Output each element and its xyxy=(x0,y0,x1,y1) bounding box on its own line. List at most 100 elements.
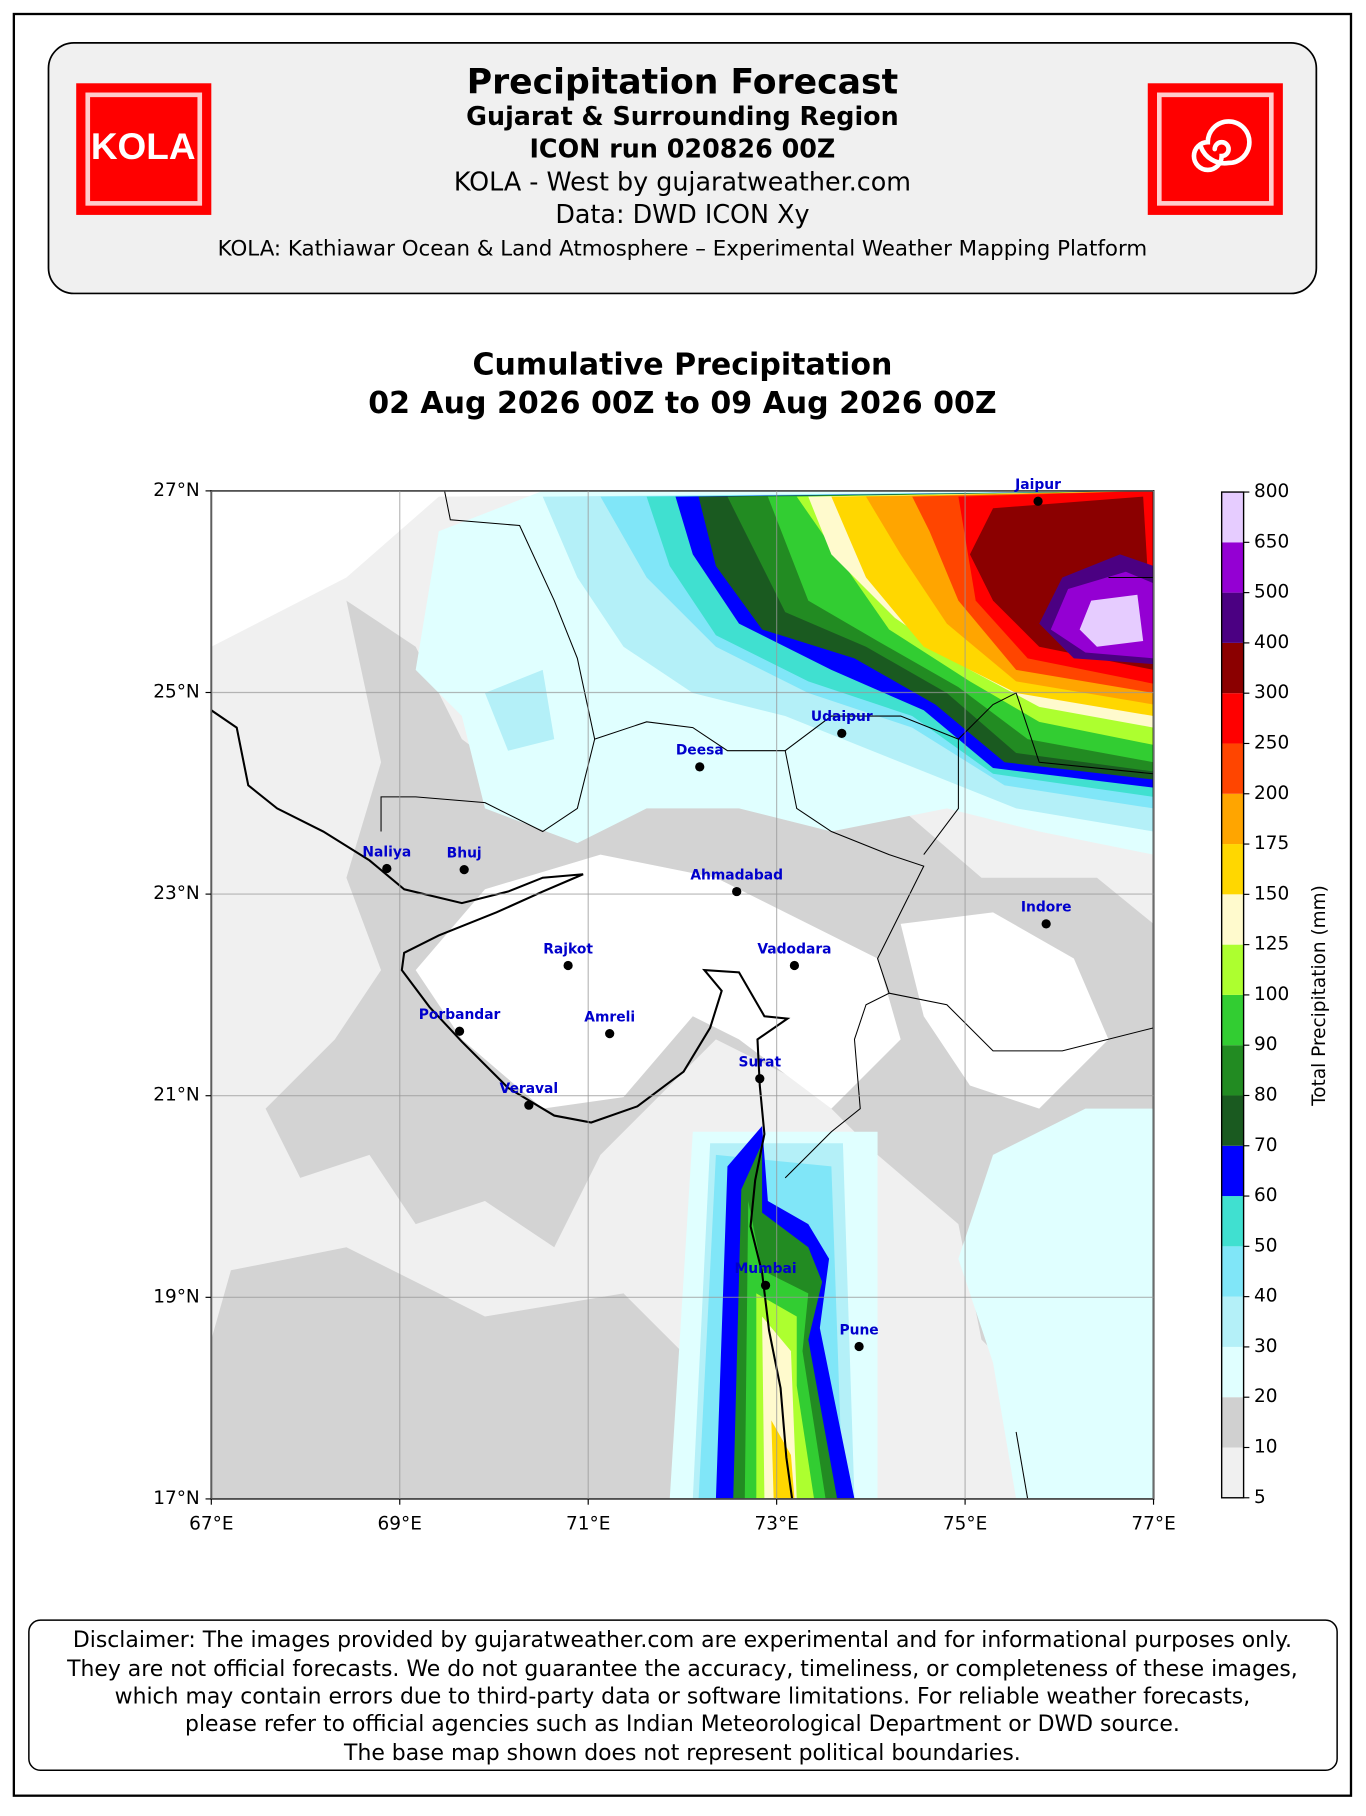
city-label: Bhuj xyxy=(447,845,482,861)
colorbar-swatch xyxy=(1221,1246,1244,1297)
x-tick-label: 69°E xyxy=(378,1513,422,1534)
header-box xyxy=(47,42,1318,295)
colorbar-tick-label: 90 xyxy=(1254,1034,1278,1055)
city-marker xyxy=(755,1074,765,1084)
city-marker xyxy=(563,960,573,971)
city-marker xyxy=(454,1026,465,1036)
x-tick-label: 77°E xyxy=(1131,1513,1175,1534)
city-label: Naliya xyxy=(362,844,411,860)
colorbar-tick-label: 200 xyxy=(1254,783,1289,804)
colorbar-tick-label: 400 xyxy=(1254,632,1289,653)
city-marker xyxy=(732,886,742,897)
colorbar-swatch xyxy=(1221,944,1244,995)
logo-text: KOLA xyxy=(91,126,196,167)
colorbar-tick-label: 40 xyxy=(1254,1286,1278,1307)
logo-left: KOLA xyxy=(76,83,212,215)
city-marker xyxy=(854,1341,864,1352)
y-tick-label: 23°N xyxy=(153,883,200,904)
colorbar-label: Total Precipitation (mm) xyxy=(1309,885,1330,1107)
city-label: Indore xyxy=(1021,900,1072,916)
colorbar-swatch xyxy=(1221,693,1244,744)
colorbar-swatch xyxy=(1221,1145,1244,1197)
colorbar-tick-label: 20 xyxy=(1254,1386,1278,1407)
city-marker xyxy=(605,1028,615,1039)
city-label: Veraval xyxy=(500,1081,559,1097)
colorbar-tick-label: 60 xyxy=(1254,1185,1278,1206)
colorbar-tick-label: 30 xyxy=(1254,1336,1278,1357)
city-label: Porbandar xyxy=(419,1007,501,1023)
colorbar-swatch xyxy=(1221,1296,1244,1347)
disclaimer-line: They are not official forecasts. We do n… xyxy=(66,1657,1298,1682)
colorbar-swatch xyxy=(1221,1346,1244,1398)
x-tick-label: 71°E xyxy=(566,1513,610,1534)
city-marker xyxy=(524,1100,534,1110)
logo-right xyxy=(1147,83,1283,215)
colorbar-tick-label: 175 xyxy=(1254,833,1289,854)
disclaimer-box xyxy=(28,1619,1338,1772)
y-tick-label: 19°N xyxy=(153,1286,200,1307)
colorbar-swatch xyxy=(1221,793,1244,845)
city-marker xyxy=(1033,496,1043,506)
colorbar-swatch xyxy=(1221,492,1244,543)
header-title: Precipitation Forecast xyxy=(467,62,898,102)
header-line: KOLA: Kathiawar Ocean & Land Atmosphere … xyxy=(218,237,1148,262)
colorbar-swatch xyxy=(1221,1447,1244,1498)
colorbar-swatch xyxy=(1221,592,1244,643)
x-tick-label: 73°E xyxy=(754,1513,798,1534)
colorbar-tick-label: 70 xyxy=(1254,1135,1278,1156)
city-marker xyxy=(789,960,800,971)
colorbar-tick-label: 150 xyxy=(1254,883,1289,904)
disclaimer-line: The base map shown does not represent po… xyxy=(343,1741,1021,1766)
map-title: 02 Aug 2026 00Z to 09 Aug 2026 00Z xyxy=(368,386,996,421)
city-label: Amreli xyxy=(584,1009,635,1025)
header-line: ICON run 020826 00Z xyxy=(529,133,835,163)
city-label: Mumbai xyxy=(735,1261,797,1277)
y-tick-label: 21°N xyxy=(153,1085,200,1106)
colorbar-swatch xyxy=(1221,994,1244,1046)
city-label: Jaipur xyxy=(1014,477,1061,493)
city-marker xyxy=(760,1280,771,1290)
colorbar-swatch xyxy=(1221,1397,1244,1448)
x-tick-label: 67°E xyxy=(189,1513,233,1534)
y-tick-label: 17°N xyxy=(153,1488,200,1509)
colorbar-tick-label: 80 xyxy=(1254,1084,1278,1105)
colorbar-tick-label: 650 xyxy=(1254,531,1289,552)
colorbar-tick-label: 800 xyxy=(1254,481,1289,502)
city-label: Deesa xyxy=(676,743,724,759)
colorbar-tick-label: 100 xyxy=(1254,984,1289,1005)
colorbar-swatch xyxy=(1221,743,1244,794)
x-tick-label: 75°E xyxy=(943,1513,987,1534)
y-tick-label: 25°N xyxy=(153,681,200,702)
colorbar-swatch xyxy=(1221,542,1244,593)
city-marker xyxy=(382,863,392,874)
colorbar-swatch xyxy=(1221,642,1244,694)
precip-field xyxy=(211,490,1154,1499)
colorbar-swatch xyxy=(1221,1045,1244,1096)
colorbar-tick-label: 10 xyxy=(1254,1436,1278,1457)
city-marker xyxy=(695,762,705,772)
city-label: Pune xyxy=(839,1322,878,1338)
header-line: Data: DWD ICON Xy xyxy=(555,199,809,229)
city-marker xyxy=(1041,919,1051,929)
colorbar-swatch xyxy=(1221,844,1244,895)
colorbar-tick-label: 250 xyxy=(1254,732,1289,753)
header-line: KOLA - West by gujaratweather.com xyxy=(454,167,911,197)
colorbar-tick-label: 300 xyxy=(1254,682,1289,703)
colorbar-tick-label: 500 xyxy=(1254,582,1289,603)
city-label: Surat xyxy=(738,1054,781,1070)
disclaimer-line: Disclaimer: The images provided by gujar… xyxy=(73,1628,1292,1653)
city-label: Rajkot xyxy=(543,941,593,957)
city-label: Udaipur xyxy=(811,709,873,725)
city-label: Vadodara xyxy=(757,941,831,957)
colorbar-swatch xyxy=(1221,894,1244,945)
header-line: Gujarat & Surrounding Region xyxy=(466,101,899,131)
city-marker xyxy=(837,728,847,738)
colorbar-swatch xyxy=(1221,1196,1244,1247)
y-tick-label: 27°N xyxy=(153,480,200,501)
colorbar-tick-label: 50 xyxy=(1254,1235,1278,1256)
city-marker xyxy=(459,865,469,875)
colorbar-swatch xyxy=(1221,1095,1244,1146)
city-label: Ahmadabad xyxy=(690,867,783,883)
